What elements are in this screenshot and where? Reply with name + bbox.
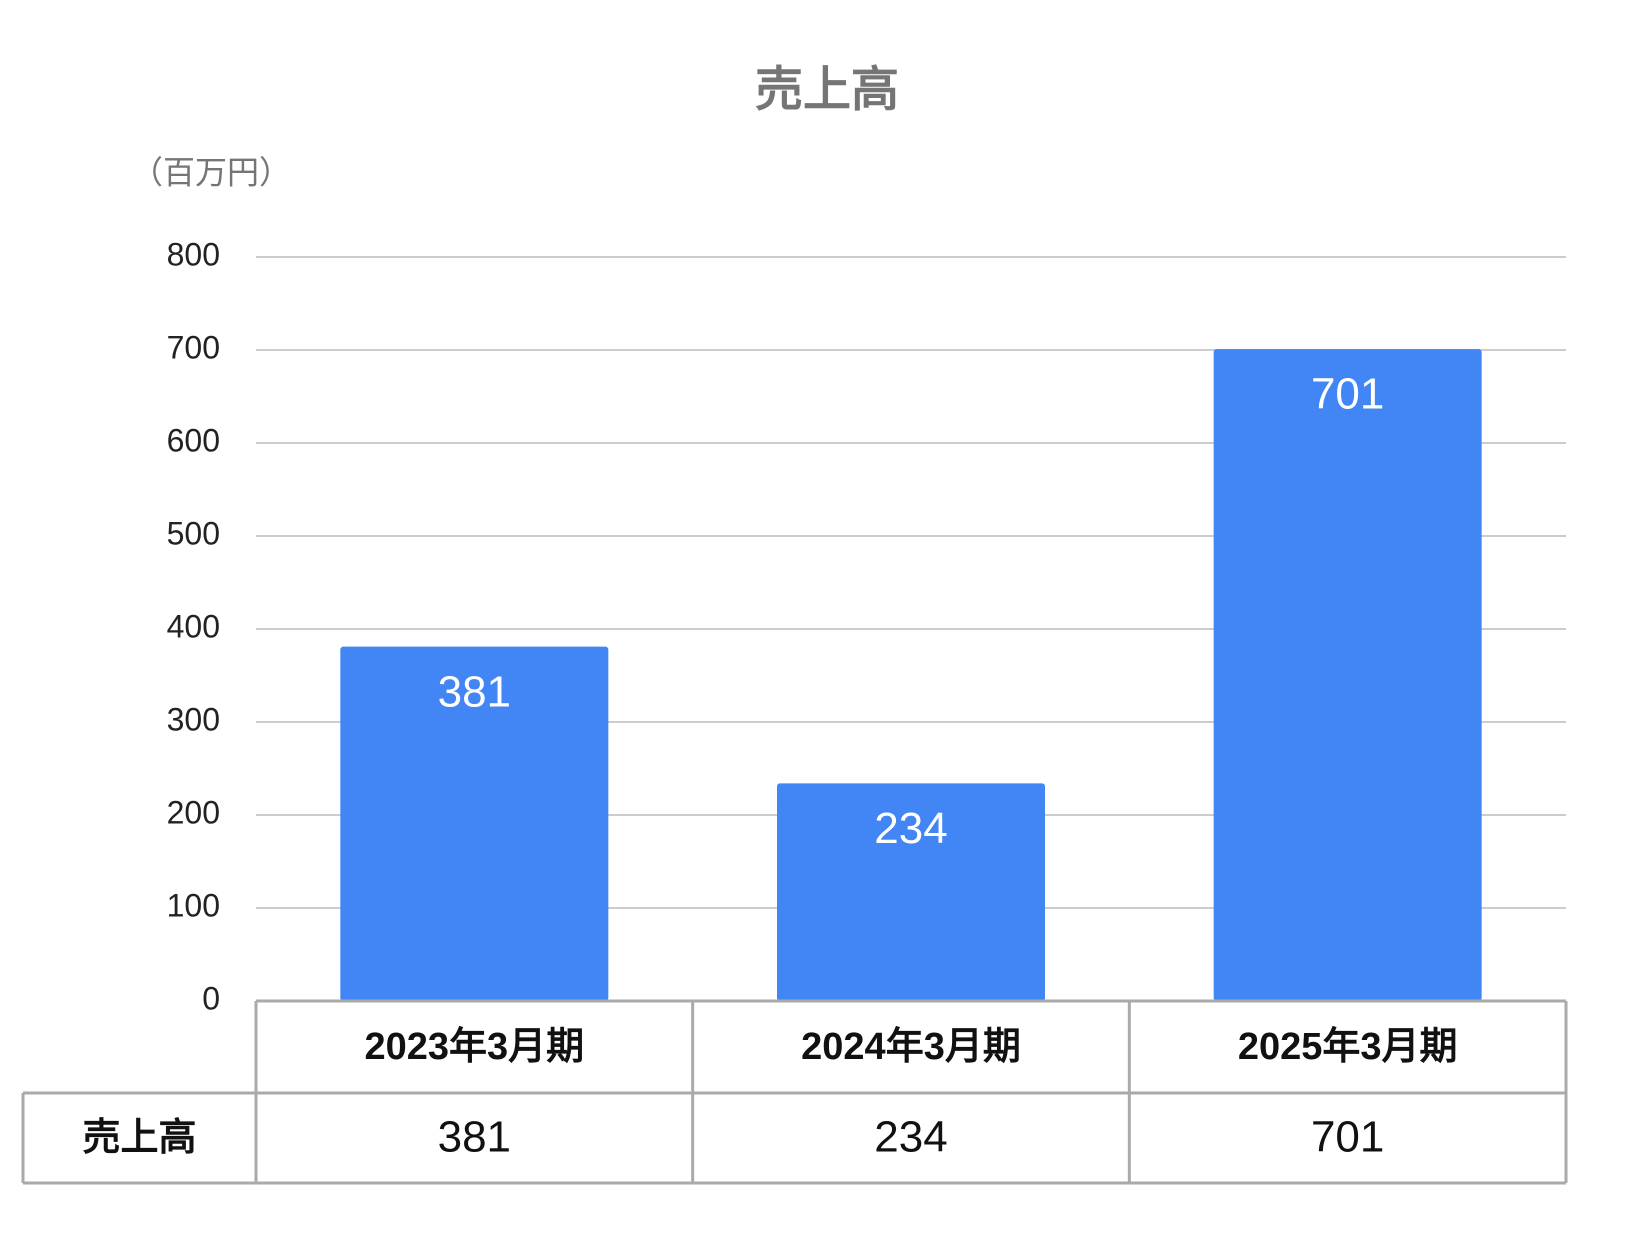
x-tick-label: 2025年3月期 <box>1238 1026 1458 1068</box>
y-tick-label: 0 <box>202 980 220 1016</box>
y-tick-label: 100 <box>167 887 220 923</box>
y-tick-label: 700 <box>167 329 220 365</box>
y-tick-label: 400 <box>167 608 220 644</box>
legend-label: 売上高 <box>82 1117 196 1159</box>
data-label: 381 <box>438 667 511 716</box>
y-tick-label: 800 <box>167 236 220 272</box>
y-axis-label: （百万円） <box>131 154 291 190</box>
y-tick-label: 200 <box>167 794 220 830</box>
y-tick-label: 600 <box>167 422 220 458</box>
y-tick-label: 500 <box>167 515 220 551</box>
y-tick-label: 300 <box>167 701 220 737</box>
data-label: 701 <box>1311 370 1384 419</box>
bar <box>777 783 1045 1001</box>
bar <box>340 646 609 1001</box>
x-tick-label: 2023年3月期 <box>364 1026 584 1068</box>
data-label: 234 <box>874 804 947 853</box>
chart-title: 売上高 <box>755 64 899 117</box>
bar <box>1213 349 1482 1001</box>
x-tick-label: 2024年3月期 <box>801 1026 1021 1068</box>
table-value: 234 <box>874 1113 947 1162</box>
table-value: 701 <box>1311 1113 1384 1162</box>
table-value: 381 <box>438 1113 511 1162</box>
